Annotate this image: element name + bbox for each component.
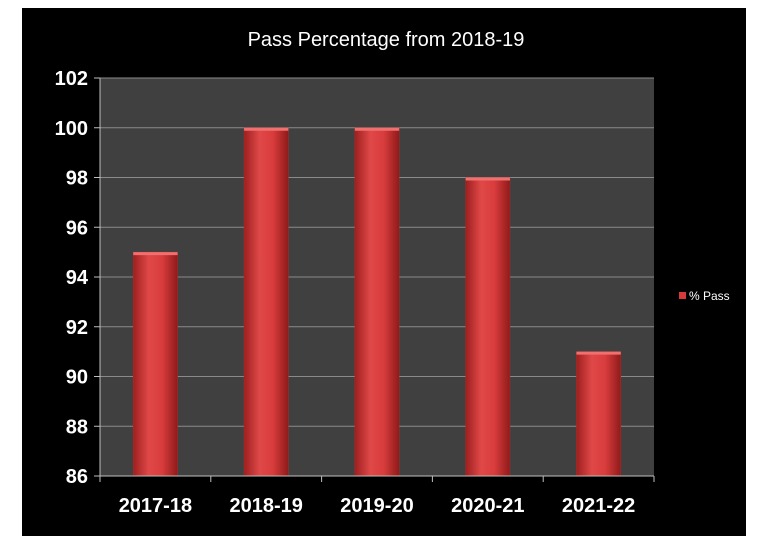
y-axis-ticks: 86 88 90 92 94 96 98 100 102	[55, 68, 100, 488]
y-tick-label: 92	[66, 317, 88, 339]
bar-2021-22	[576, 351, 622, 477]
bar-highlight	[576, 351, 621, 355]
y-tick-label: 94	[66, 267, 89, 289]
bar-2019-20	[354, 127, 400, 477]
bar-highlight	[244, 127, 289, 131]
y-tick-label: 100	[55, 118, 88, 140]
bar-highlight	[354, 127, 400, 131]
bar-2018-19	[243, 127, 289, 477]
y-tick-label: 86	[66, 466, 88, 488]
bar-chart: Pass Percentage from 2018-19 86 88 90 92 94 9…	[55, 29, 730, 517]
legend-label: % Pass	[689, 289, 730, 303]
y-tick-label: 102	[55, 68, 88, 90]
y-tick-label: 96	[66, 217, 88, 239]
chart-title: Pass Percentage from 2018-19	[248, 29, 525, 51]
bars	[132, 127, 622, 477]
legend-swatch	[679, 292, 686, 299]
legend: % Pass	[679, 289, 730, 303]
y-tick-label: 90	[66, 367, 88, 389]
x-axis-ticks: 2017-18 2018-19 2019-20 2020-21 2021-22	[99, 476, 655, 517]
x-tick-label: 2020-21	[451, 495, 524, 517]
x-tick-label: 2017-18	[119, 495, 192, 517]
chart-frame: Pass Percentage from 2018-19 86 88 90 92 94 9…	[22, 8, 746, 536]
bar-highlight	[465, 177, 510, 181]
x-tick-label: 2021-22	[562, 495, 635, 517]
bar-2020-21	[465, 177, 511, 477]
y-tick-label: 98	[66, 168, 88, 190]
bar-2017-18	[132, 251, 178, 477]
y-tick-label: 88	[66, 416, 88, 438]
bar-highlight	[133, 252, 178, 256]
x-tick-label: 2019-20	[340, 495, 413, 517]
x-tick-label: 2018-19	[229, 495, 302, 517]
